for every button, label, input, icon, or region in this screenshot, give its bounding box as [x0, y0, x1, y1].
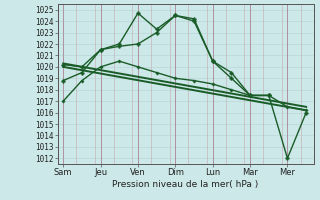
X-axis label: Pression niveau de la mer( hPa ): Pression niveau de la mer( hPa ) — [112, 180, 259, 189]
